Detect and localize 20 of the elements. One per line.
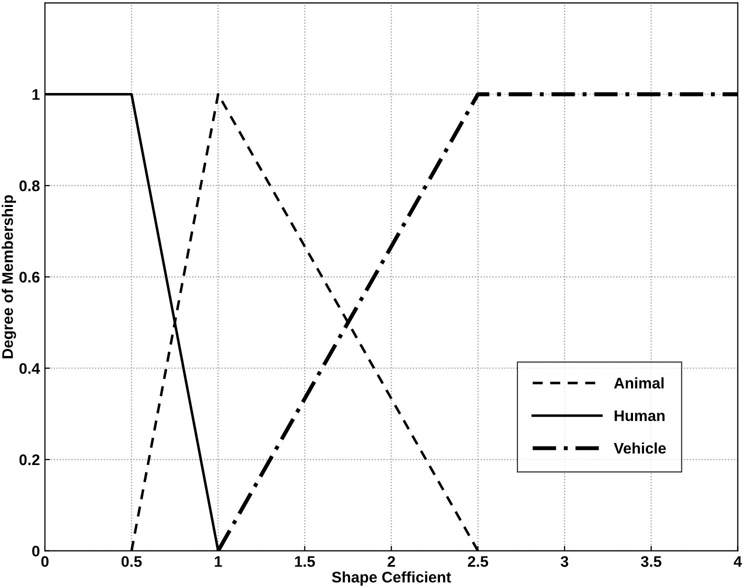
y-tick-label: 0.8 <box>19 180 40 192</box>
x-tick-label: 0 <box>41 556 49 567</box>
x-tick-label: 1 <box>214 556 222 567</box>
y-tick-label: 0.2 <box>19 454 40 466</box>
x-tick-label: 0.5 <box>122 556 142 567</box>
x-tick-label: 3 <box>560 556 568 567</box>
x-tick-label: 1.5 <box>295 556 315 567</box>
x-tick-label: 2.5 <box>468 556 488 567</box>
legend-label: Animal <box>614 377 664 389</box>
x-axis-title: Shape Cefficient <box>332 571 452 586</box>
y-tick-label: 0.6 <box>19 272 40 283</box>
x-tick-label: 2 <box>388 556 395 567</box>
y-tick-label: 0.4 <box>19 363 40 374</box>
legend-label: Human <box>614 410 665 422</box>
x-tick-label: 4 <box>734 556 742 567</box>
y-tick-label: 0 <box>32 546 40 557</box>
x-tick-label: 3.5 <box>640 556 662 567</box>
y-axis-title: Degree of Membership <box>2 195 16 358</box>
legend-label: Vehicle <box>614 442 666 454</box>
y-tick-label: 1 <box>32 89 40 100</box>
